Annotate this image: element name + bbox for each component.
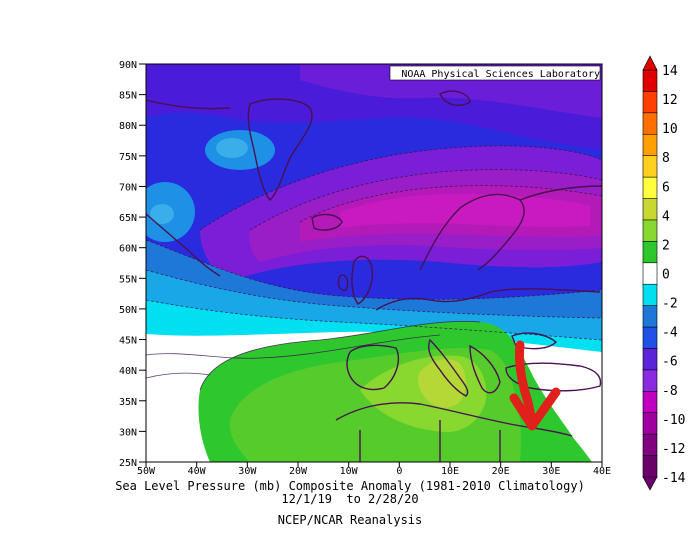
latitude-label: 50N xyxy=(119,305,137,316)
colorbar-label: -12 xyxy=(662,442,685,457)
latitude-axis-labels: 90N 85N 80N 75N 70N 65N 60N 55N 50N 45N 40N 35N 30N 2… xyxy=(119,60,146,469)
plot-frame xyxy=(145,63,603,463)
colorbar-label: 6 xyxy=(662,180,670,195)
colorbar-swatch xyxy=(642,262,658,285)
longitude-label: 10E xyxy=(441,466,459,477)
colorbar-label: 10 xyxy=(662,122,678,137)
longitude-axis-labels: 50W 40W 30W 20W 10W 0 10E 20E 30E 40E xyxy=(137,462,611,477)
colorbar-swatch xyxy=(642,69,658,93)
latitude-label: 35N xyxy=(119,397,137,408)
colorbar-swatch xyxy=(642,412,658,435)
colorbar-label: 12 xyxy=(662,93,678,108)
colorbar-label: 0 xyxy=(662,268,670,283)
colorbar-label: -2 xyxy=(662,297,678,312)
colorbar-swatch xyxy=(642,198,658,221)
longitude-label: 20E xyxy=(492,466,510,477)
latitude-label: 60N xyxy=(119,244,137,255)
longitude-label: 0 xyxy=(396,466,402,477)
credit-text: NOAA Physical Sciences Laboratory xyxy=(401,69,600,80)
latitude-label: 80N xyxy=(119,121,137,132)
colorbar-swatch xyxy=(642,219,658,242)
latitude-label: 25N xyxy=(119,458,137,469)
colorbar-swatch xyxy=(642,91,658,114)
colorbar-swatch xyxy=(642,241,658,264)
latitude-label: 75N xyxy=(119,152,137,163)
colorbar-label: -8 xyxy=(662,384,678,399)
longitude-label: 30E xyxy=(542,466,560,477)
colorbar-label: -6 xyxy=(662,355,678,370)
colorbar-label: -10 xyxy=(662,413,685,428)
red-arrow-annotation xyxy=(509,340,561,431)
latitude-label: 85N xyxy=(119,91,137,102)
latitude-label: 65N xyxy=(119,213,137,224)
longitude-label: 20W xyxy=(289,466,308,477)
latitude-label: 70N xyxy=(119,182,137,193)
colorbar-swatch xyxy=(642,305,658,328)
longitude-label: 40E xyxy=(593,466,611,477)
caption-dates: 12/1/19 to 2/28/20 xyxy=(281,492,419,506)
colorbar-label: 4 xyxy=(662,209,670,224)
caption-title: Sea Level Pressure (mb) Composite Anomal… xyxy=(115,479,585,493)
colorbar-swatch xyxy=(642,176,658,200)
colorbar-swatch xyxy=(642,112,658,135)
colorbar-swatch xyxy=(642,433,658,457)
colorbar-swatch xyxy=(642,348,658,371)
longitude-label: 50W xyxy=(137,466,156,477)
colorbar-swatch xyxy=(642,133,658,157)
credit-box xyxy=(389,65,601,81)
colorbar-label: -4 xyxy=(662,326,678,341)
longitude-label: 10W xyxy=(340,466,359,477)
colorbar-label: 14 xyxy=(662,64,678,79)
latitude-label: 90N xyxy=(119,60,137,71)
colorbar-labels: 14 12 10 8 6 4 2 0 -2 -4 -6 -8 -10 -12 -14 xyxy=(662,64,686,486)
colorbar-swatch xyxy=(642,326,658,350)
colorbar-swatch xyxy=(642,155,658,178)
latitude-label: 45N xyxy=(119,336,137,347)
colorbar-label: 2 xyxy=(662,238,670,253)
colorbar-label: 8 xyxy=(662,151,670,166)
colorbar-label: -14 xyxy=(662,471,686,486)
colorbar-swatch xyxy=(642,283,658,307)
latitude-label: 30N xyxy=(119,427,137,438)
colorbar-swatch xyxy=(642,455,658,478)
colorbar xyxy=(642,55,658,491)
colorbar-bottom-arrow xyxy=(642,476,658,491)
longitude-label: 40W xyxy=(188,466,207,477)
latitude-label: 40N xyxy=(119,366,137,377)
map-plot-area xyxy=(146,64,602,462)
colorbar-swatch xyxy=(642,391,658,414)
colorbar-top-arrow xyxy=(642,55,658,71)
caption-source: NCEP/NCAR Reanalysis xyxy=(277,513,423,527)
longitude-label: 30W xyxy=(238,466,257,477)
colorbar-swatch xyxy=(642,369,658,392)
latitude-label: 55N xyxy=(119,274,137,285)
